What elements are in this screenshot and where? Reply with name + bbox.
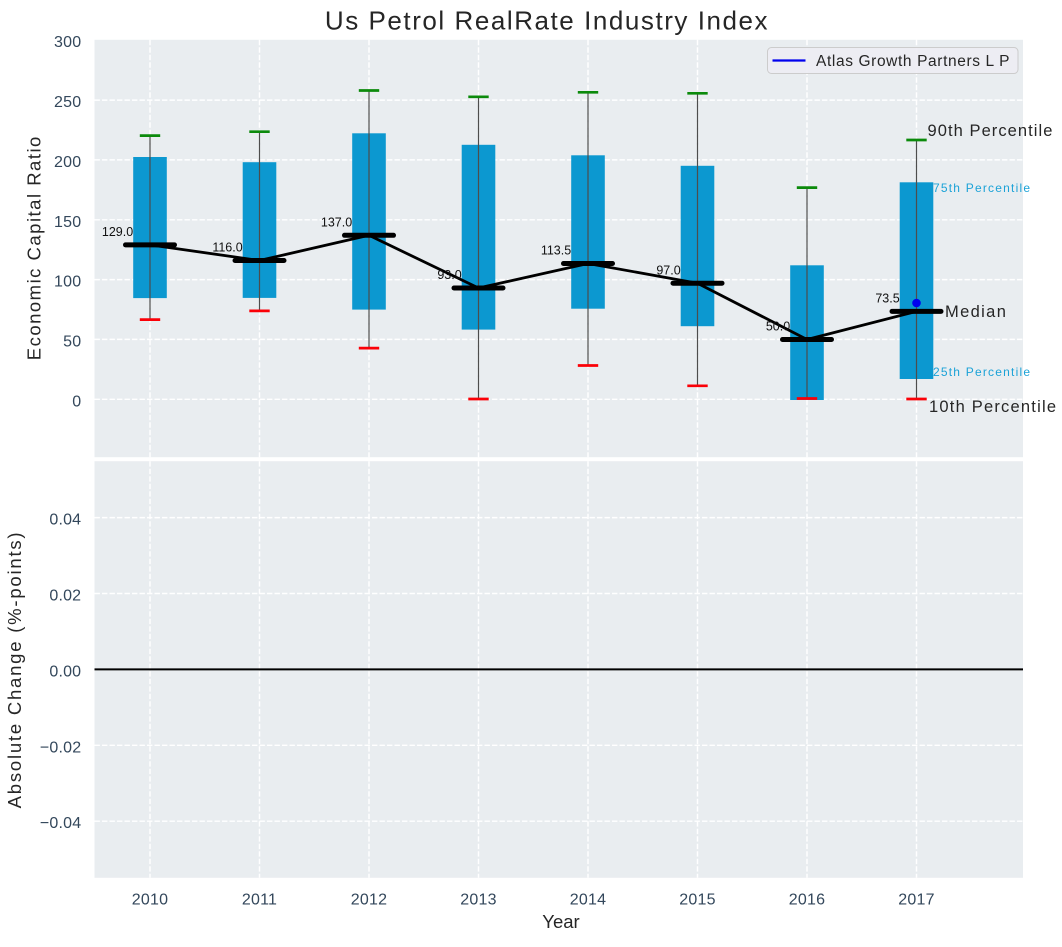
svg-text:200: 200 bbox=[54, 154, 81, 171]
svg-text:Median: Median bbox=[945, 303, 1007, 321]
svg-text:2015: 2015 bbox=[679, 892, 715, 909]
svg-text:129.0: 129.0 bbox=[102, 225, 133, 239]
svg-text:300: 300 bbox=[54, 34, 81, 51]
svg-text:100: 100 bbox=[54, 274, 81, 291]
svg-text:2014: 2014 bbox=[570, 892, 606, 909]
svg-text:2011: 2011 bbox=[242, 892, 277, 909]
svg-text:10th Percentile: 10th Percentile bbox=[929, 398, 1057, 416]
svg-text:Atlas Growth Partners L P: Atlas Growth Partners L P bbox=[816, 53, 1010, 70]
svg-text:Us Petrol RealRate Industry In: Us Petrol RealRate Industry Index bbox=[325, 6, 769, 36]
svg-text:−0.04: −0.04 bbox=[40, 815, 81, 832]
svg-text:75th Percentile: 75th Percentile bbox=[933, 181, 1031, 195]
svg-text:150: 150 bbox=[54, 214, 81, 231]
svg-text:2010: 2010 bbox=[132, 892, 168, 909]
svg-text:250: 250 bbox=[54, 94, 81, 111]
svg-text:−0.02: −0.02 bbox=[40, 739, 81, 756]
svg-text:Absolute Change (%-points): Absolute Change (%-points) bbox=[4, 531, 25, 809]
svg-text:0.02: 0.02 bbox=[49, 588, 81, 605]
svg-text:2016: 2016 bbox=[789, 892, 825, 909]
svg-text:73.5: 73.5 bbox=[875, 292, 899, 306]
svg-text:0.04: 0.04 bbox=[49, 512, 81, 529]
svg-text:0: 0 bbox=[72, 393, 81, 410]
svg-text:90th Percentile: 90th Percentile bbox=[928, 122, 1054, 140]
svg-text:97.0: 97.0 bbox=[656, 263, 680, 277]
svg-text:25th Percentile: 25th Percentile bbox=[933, 365, 1031, 379]
svg-text:137.0: 137.0 bbox=[321, 216, 352, 230]
svg-text:116.0: 116.0 bbox=[212, 241, 242, 255]
svg-text:0.00: 0.00 bbox=[49, 663, 81, 680]
svg-text:93.0: 93.0 bbox=[437, 268, 461, 282]
svg-text:2012: 2012 bbox=[351, 892, 387, 909]
svg-text:50: 50 bbox=[63, 333, 81, 350]
svg-text:113.5: 113.5 bbox=[541, 244, 571, 258]
svg-text:Economic Capital Ratio: Economic Capital Ratio bbox=[24, 135, 45, 360]
svg-text:50.0: 50.0 bbox=[766, 320, 790, 334]
svg-text:Year: Year bbox=[542, 911, 579, 932]
svg-text:2017: 2017 bbox=[898, 892, 934, 909]
svg-text:2013: 2013 bbox=[460, 892, 496, 909]
